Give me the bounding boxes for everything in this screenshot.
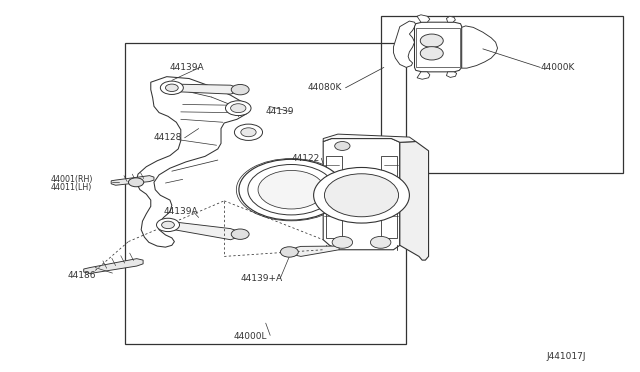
Text: 44000L: 44000L [234, 332, 268, 341]
Bar [125, 43, 406, 343]
Circle shape [332, 236, 353, 248]
Polygon shape [323, 134, 416, 142]
Circle shape [230, 104, 246, 113]
Circle shape [166, 84, 178, 92]
Polygon shape [111, 176, 154, 185]
Circle shape [231, 84, 249, 95]
Polygon shape [415, 22, 462, 72]
Text: 44128: 44128 [154, 133, 182, 142]
Circle shape [231, 229, 249, 239]
Circle shape [335, 141, 350, 150]
Polygon shape [417, 15, 430, 22]
Circle shape [258, 170, 324, 209]
Text: 44186: 44186 [68, 271, 96, 280]
Polygon shape [417, 72, 430, 79]
Bar [381, 16, 623, 173]
Circle shape [129, 178, 144, 187]
Circle shape [371, 236, 391, 248]
Text: 44000K: 44000K [540, 63, 575, 72]
Circle shape [234, 124, 262, 140]
Polygon shape [462, 26, 497, 68]
Polygon shape [394, 21, 416, 67]
Text: 44139: 44139 [266, 108, 294, 116]
Text: 44139A: 44139A [164, 208, 198, 217]
Polygon shape [84, 259, 143, 273]
Polygon shape [447, 16, 456, 22]
Bar [381, 156, 397, 238]
Text: 44011(LH): 44011(LH) [51, 183, 92, 192]
Circle shape [241, 128, 256, 137]
Circle shape [239, 159, 344, 220]
Text: 44122: 44122 [291, 154, 319, 163]
Polygon shape [168, 221, 243, 240]
Circle shape [161, 81, 183, 94]
Polygon shape [289, 246, 339, 256]
Bar [417, 28, 460, 67]
Circle shape [420, 34, 444, 47]
Polygon shape [400, 141, 429, 260]
Circle shape [314, 167, 410, 223]
Circle shape [248, 164, 335, 215]
Circle shape [162, 221, 174, 229]
Text: J441017J: J441017J [547, 352, 586, 361]
Circle shape [157, 218, 179, 232]
Circle shape [280, 247, 298, 257]
Text: 44139+A: 44139+A [240, 274, 282, 283]
Polygon shape [323, 138, 400, 250]
Circle shape [324, 174, 399, 217]
Text: 44001(RH): 44001(RH) [51, 175, 93, 184]
Bar [326, 156, 342, 238]
Text: 44139A: 44139A [170, 63, 205, 72]
Polygon shape [447, 72, 457, 77]
Text: 44080K: 44080K [307, 83, 342, 92]
Circle shape [225, 101, 251, 116]
Polygon shape [136, 77, 246, 247]
Polygon shape [172, 84, 242, 94]
Circle shape [420, 46, 444, 60]
